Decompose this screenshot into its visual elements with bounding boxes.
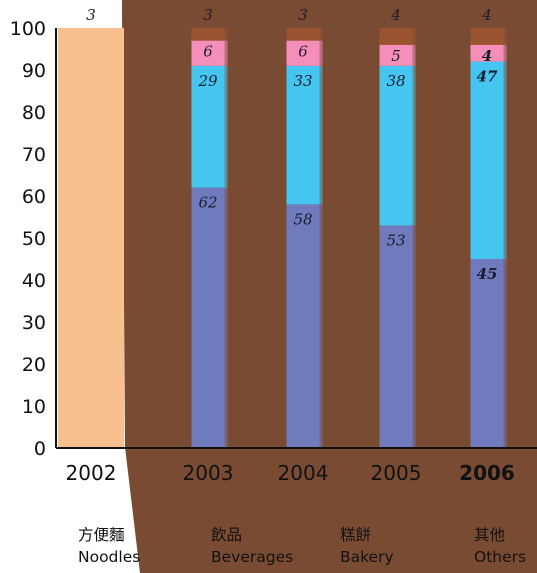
bar-edge-2005-noodles bbox=[412, 225, 416, 448]
label-2005-beverages: 38 bbox=[386, 72, 405, 90]
x-tick-2006: 2006 bbox=[459, 461, 515, 485]
bar-edge-2006-noodles bbox=[503, 259, 507, 448]
legend-noodles-zh: 方便麵 bbox=[78, 526, 125, 544]
bar-edge-2003-others bbox=[224, 28, 228, 41]
segment-labels-group: 3 62 29 6 3 58 33 6 3 53 38 5 4 45 47 4 4 bbox=[86, 6, 498, 283]
label-2006-beverages: 47 bbox=[477, 68, 498, 86]
bar-edge-2004-bakery bbox=[319, 40, 323, 66]
legend-noodles-en: Noodles bbox=[78, 548, 141, 566]
legend-beverages-zh: 飲品 bbox=[211, 526, 243, 544]
label-2005-noodles: 53 bbox=[386, 231, 405, 249]
legend-others-en: Others bbox=[474, 548, 527, 566]
y-tick-80: 80 bbox=[22, 102, 46, 124]
label-2003-noodles: 62 bbox=[198, 194, 217, 212]
legend-bakery-en: Bakery bbox=[340, 548, 394, 566]
bar-2003-bakery bbox=[191, 40, 225, 66]
legend-bakery-zh: 糕餅 bbox=[340, 526, 372, 544]
bar-edge-2005-bakery bbox=[412, 44, 416, 66]
label-2005-others: 4 bbox=[390, 6, 401, 24]
label-2004-noodles: 58 bbox=[293, 210, 312, 228]
bar-2005-bakery bbox=[379, 44, 413, 66]
bar-2004-noodles bbox=[286, 204, 320, 448]
bar-2003-others bbox=[191, 28, 225, 41]
x-tick-2003: 2003 bbox=[183, 461, 234, 485]
legend-noodles: 方便麵 Noodles bbox=[78, 524, 140, 568]
bars-group bbox=[58, 28, 507, 448]
y-tick-20: 20 bbox=[22, 354, 46, 376]
bar-edge-2003-beverages bbox=[224, 65, 228, 188]
x-tick-2004: 2004 bbox=[278, 461, 329, 485]
legend-beverages-en: Beverages bbox=[211, 548, 294, 566]
bar-edge-2005-others bbox=[412, 28, 416, 45]
y-tick-70: 70 bbox=[22, 144, 46, 166]
bar-2005-beverages bbox=[379, 65, 413, 226]
y-tick-40: 40 bbox=[22, 270, 46, 292]
x-tick-labels: 2002 2003 2004 2005 2006 bbox=[66, 461, 515, 485]
bar-2005-others bbox=[379, 28, 413, 45]
y-tick-60: 60 bbox=[22, 186, 46, 208]
label-2003-bakery: 6 bbox=[203, 43, 213, 61]
bar-edge-2004-noodles bbox=[319, 204, 323, 448]
bar-2006-beverages bbox=[470, 61, 504, 259]
legend-others: 其他 Others bbox=[474, 524, 526, 568]
y-tick-10: 10 bbox=[22, 396, 46, 418]
y-tick-50: 50 bbox=[22, 228, 46, 250]
x-tick-2005: 2005 bbox=[371, 461, 422, 485]
x-tick-2002: 2002 bbox=[66, 461, 117, 485]
legend-others-zh: 其他 bbox=[474, 526, 506, 544]
label-2006-others: 4 bbox=[481, 6, 492, 24]
y-tick-100: 100 bbox=[10, 18, 46, 40]
bar-2006-others bbox=[470, 28, 504, 45]
label-2005-bakery: 5 bbox=[391, 47, 401, 65]
bar-2006-noodles bbox=[470, 259, 504, 448]
bar-2002-noodles bbox=[58, 28, 124, 448]
label-2003-others: 3 bbox=[203, 6, 213, 24]
label-2006-noodles: 45 bbox=[477, 265, 498, 283]
y-tick-30: 30 bbox=[22, 312, 46, 334]
bar-edge-2004-beverages bbox=[319, 65, 323, 205]
bar-edge-2005-beverages bbox=[412, 65, 416, 226]
bar-edge-2003-noodles bbox=[224, 187, 228, 448]
legend-bakery: 糕餅 Bakery bbox=[340, 524, 394, 568]
label-2006-bakery: 4 bbox=[482, 47, 492, 65]
bar-edge-2006-bakery bbox=[503, 44, 507, 62]
label-2004-bakery: 6 bbox=[298, 43, 308, 61]
label-2004-beverages: 33 bbox=[293, 72, 312, 90]
bar-2003-noodles bbox=[191, 187, 225, 448]
label-2003-beverages: 29 bbox=[197, 72, 218, 90]
y-tick-labels: 0 10 20 30 40 50 60 70 80 90 100 bbox=[10, 18, 46, 460]
bar-edge-2006-others bbox=[503, 28, 507, 45]
bar-2005-noodles bbox=[379, 225, 413, 448]
bar-edge-2004-others bbox=[319, 28, 323, 41]
bar-2006-bakery bbox=[470, 44, 504, 62]
y-tick-90: 90 bbox=[22, 60, 46, 82]
bar-edge-2003-bakery bbox=[224, 40, 228, 66]
label-2004-others: 3 bbox=[298, 6, 308, 24]
bar-2004-bakery bbox=[286, 40, 320, 66]
bar-2003-beverages bbox=[191, 65, 225, 188]
legend-beverages: 飲品 Beverages bbox=[211, 524, 293, 568]
bar-2004-beverages bbox=[286, 65, 320, 205]
y-tick-0: 0 bbox=[34, 438, 46, 460]
label-2002-others: 3 bbox=[86, 6, 96, 24]
bar-2004-others bbox=[286, 28, 320, 41]
bar-edge-2006-beverages bbox=[503, 61, 507, 259]
